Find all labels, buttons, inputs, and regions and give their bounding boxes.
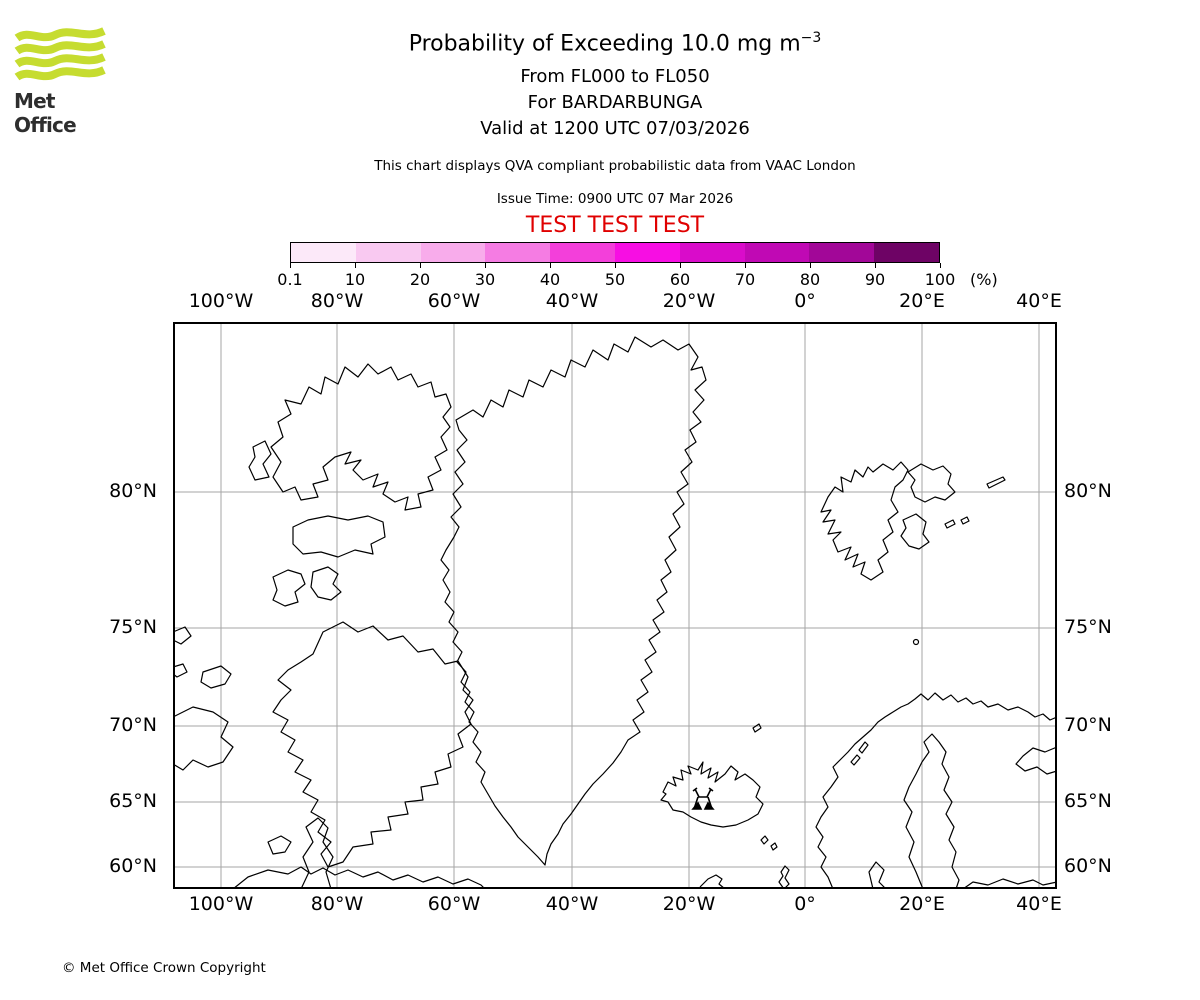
map-frame bbox=[173, 322, 1057, 889]
colorbar-segment-8 bbox=[744, 243, 810, 262]
copyright-notice: © Met Office Crown Copyright bbox=[62, 960, 266, 976]
colorbar-tick-label-0.1: 0.1 bbox=[277, 270, 303, 289]
colorbar-segment-3 bbox=[420, 243, 486, 262]
colorbar-segment-5 bbox=[550, 243, 615, 262]
colorbar-ticks: 0.1 10 20 30 40 50 60 70 80 90 100 bbox=[277, 263, 990, 293]
colorbar-tick-label-50: 50 bbox=[604, 270, 626, 289]
colorbar-tick bbox=[420, 263, 421, 268]
lon-label-40°W: 40°W bbox=[545, 290, 599, 312]
logo-waves-icon bbox=[14, 27, 106, 81]
colorbar-tick bbox=[355, 263, 356, 268]
colorbar-segment-10 bbox=[874, 243, 939, 262]
colorbar-unit-label: (%) bbox=[970, 270, 998, 289]
chart-title-text: Probability of Exceeding 10.0 mg m bbox=[408, 31, 801, 57]
subtitle-valid-time: Valid at 1200 UTC 07/03/2026 bbox=[480, 118, 750, 139]
lon-label-0°: 0° bbox=[794, 893, 816, 915]
colorbar-tick-label-20: 20 bbox=[409, 270, 431, 289]
colorbar-tick-label-80: 80 bbox=[799, 270, 821, 289]
lon-label-40°E: 40°E bbox=[1016, 290, 1062, 312]
met-office-logo: Met Office bbox=[14, 27, 114, 137]
colorbar-segment-7 bbox=[679, 243, 745, 262]
latitude-labels-left: 80°N 75°N 70°N 65°N 60°N bbox=[55, 322, 165, 889]
colorbar-tick bbox=[680, 263, 681, 268]
lat-label-75°N: 75°N bbox=[1064, 616, 1112, 638]
colorbar-segment-9 bbox=[809, 243, 875, 262]
subtitle-flight-levels: From FL000 to FL050 bbox=[520, 66, 710, 87]
colorbar-tick bbox=[290, 263, 291, 268]
test-banner: TEST TEST TEST bbox=[525, 213, 705, 238]
lon-label-80°W: 80°W bbox=[310, 290, 364, 312]
lat-label-70°N: 70°N bbox=[1064, 714, 1112, 736]
subtitle-volcano: For BARDARBUNGA bbox=[527, 92, 703, 113]
probability-colorbar bbox=[290, 242, 940, 263]
colorbar-tick bbox=[875, 263, 876, 268]
colorbar-segment-4 bbox=[485, 243, 551, 262]
longitude-labels-top: 100°W 80°W 60°W 40°W 20°W 0° 20°E 40°E bbox=[173, 290, 1062, 314]
lat-label-80°N: 80°N bbox=[109, 480, 157, 502]
lon-label-100°W: 100°W bbox=[188, 893, 254, 915]
colorbar-tick-label-40: 40 bbox=[539, 270, 561, 289]
colorbar-tick-label-90: 90 bbox=[864, 270, 886, 289]
latitude-labels-right: 80°N 75°N 70°N 65°N 60°N bbox=[1064, 322, 1174, 889]
colorbar-tick bbox=[745, 263, 746, 268]
colorbar-tick-label-10: 10 bbox=[344, 270, 366, 289]
lon-label-60°W: 60°W bbox=[427, 893, 481, 915]
lon-label-20°W: 20°W bbox=[662, 290, 716, 312]
lon-label-20°E: 20°E bbox=[899, 893, 945, 915]
colorbar-tick bbox=[550, 263, 551, 268]
lat-label-70°N: 70°N bbox=[109, 714, 157, 736]
colorbar-tick bbox=[810, 263, 811, 268]
lon-label-20°E: 20°E bbox=[899, 290, 945, 312]
lat-label-60°N: 60°N bbox=[109, 855, 157, 877]
colorbar-tick bbox=[940, 263, 941, 268]
lon-label-60°W: 60°W bbox=[427, 290, 481, 312]
colorbar-segment-1 bbox=[291, 243, 356, 262]
colorbar-tick-label-60: 60 bbox=[669, 270, 691, 289]
lon-label-40°E: 40°E bbox=[1016, 893, 1062, 915]
coastlines bbox=[173, 336, 1057, 889]
lat-label-60°N: 60°N bbox=[1064, 855, 1112, 877]
volcano-icon bbox=[691, 787, 715, 810]
colorbar-tick-label-70: 70 bbox=[734, 270, 756, 289]
map-gridlines bbox=[173, 322, 1057, 889]
chart-title: Probability of Exceeding 10.0 mg m−3 bbox=[173, 30, 1057, 56]
lon-label-100°W: 100°W bbox=[188, 290, 254, 312]
colorbar-tick-label-100: 100 bbox=[924, 270, 956, 289]
colorbar-segment-2 bbox=[355, 243, 421, 262]
logo-text: Met Office bbox=[14, 89, 77, 137]
qva-disclaimer: This chart displays QVA compliant probab… bbox=[374, 158, 856, 174]
lon-label-0°: 0° bbox=[794, 290, 816, 312]
lat-label-80°N: 80°N bbox=[1064, 480, 1112, 502]
colorbar-segment-6 bbox=[614, 243, 680, 262]
chart-title-exponent: −3 bbox=[800, 30, 822, 46]
lon-label-40°W: 40°W bbox=[545, 893, 599, 915]
map-border bbox=[173, 322, 1057, 889]
colorbar-tick bbox=[615, 263, 616, 268]
longitude-labels-bottom: 100°W 80°W 60°W 40°W 20°W 0° 20°E 40°E bbox=[173, 893, 1062, 917]
lat-label-65°N: 65°N bbox=[109, 790, 157, 812]
issue-time: Issue Time: 0900 UTC 07 Mar 2026 bbox=[496, 191, 734, 207]
lat-label-65°N: 65°N bbox=[1064, 790, 1112, 812]
lat-label-75°N: 75°N bbox=[109, 616, 157, 638]
lon-label-80°W: 80°W bbox=[310, 893, 364, 915]
colorbar-tick-label-30: 30 bbox=[474, 270, 496, 289]
lon-label-20°W: 20°W bbox=[662, 893, 716, 915]
colorbar-tick bbox=[485, 263, 486, 268]
